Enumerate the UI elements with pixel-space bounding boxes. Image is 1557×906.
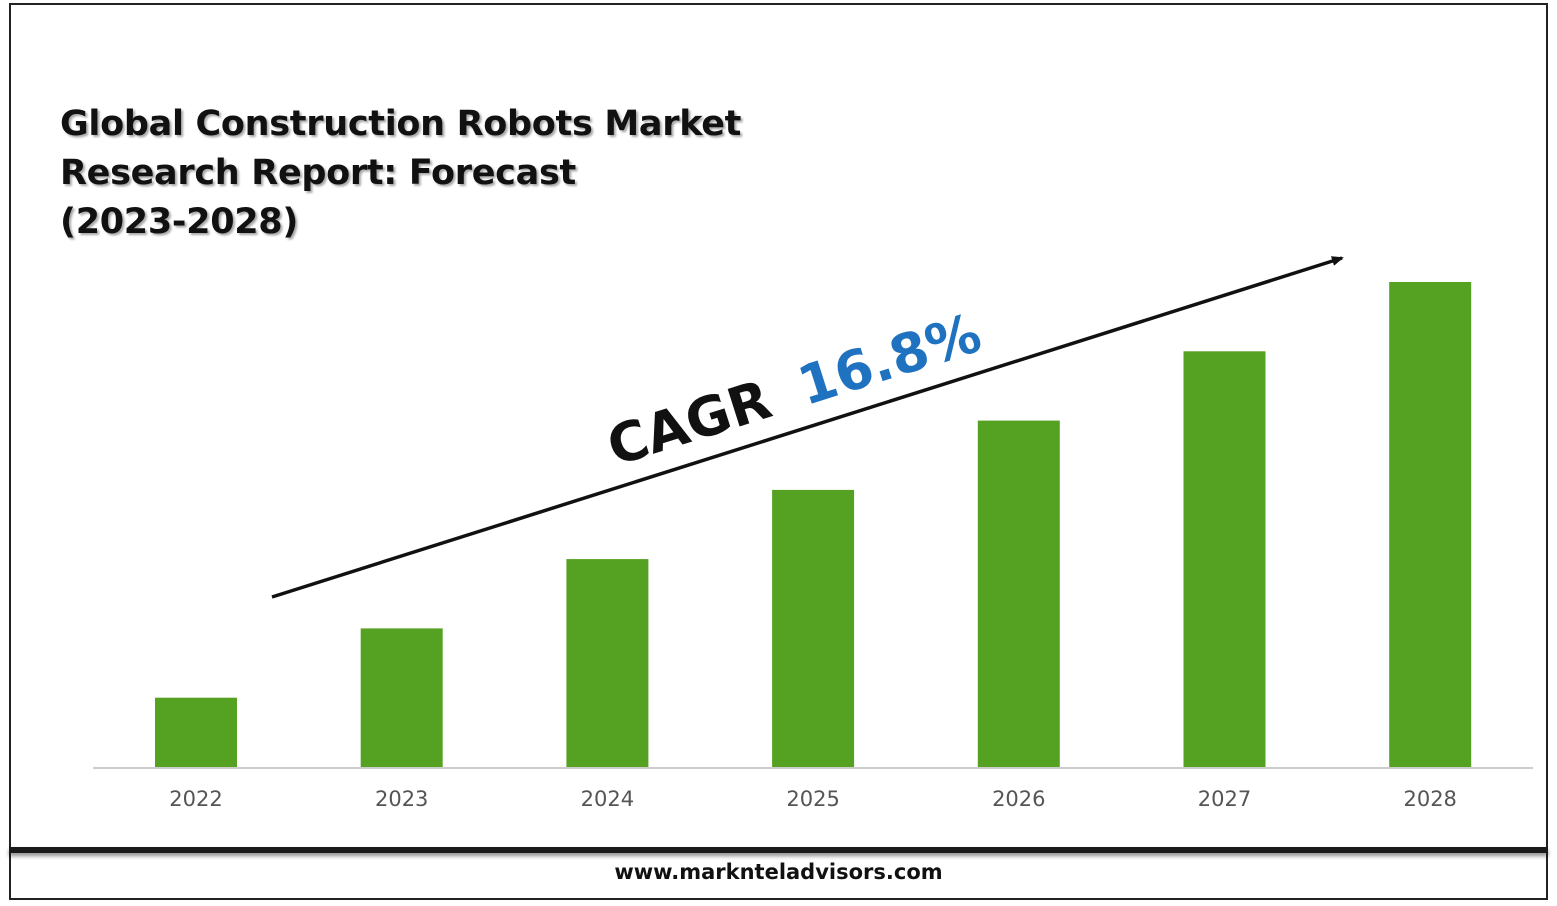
- bar-2027: [1183, 351, 1266, 767]
- bar-2026: [977, 420, 1060, 767]
- bar-2028: [1389, 282, 1472, 767]
- chart-title: Global Construction Robots Market Resear…: [60, 104, 742, 242]
- bar-2024: [566, 559, 649, 767]
- bars-group: [155, 282, 1472, 767]
- x-tick-label-2023: 2023: [375, 787, 428, 811]
- footer-divider: [9, 847, 1548, 853]
- bar-2023: [360, 628, 443, 767]
- cagr-label: CAGR: [600, 368, 779, 479]
- x-tick-labels: 2022 2023 2024 2025 2026 2027 2028: [169, 787, 1457, 811]
- cagr-trend-arrow: [271, 256, 1344, 599]
- x-tick-label-2024: 2024: [581, 787, 634, 811]
- x-tick-label-2027: 2027: [1198, 787, 1251, 811]
- footer-url: www.markntel​advisors.com: [614, 860, 943, 884]
- x-tick-label-2022: 2022: [169, 787, 222, 811]
- x-tick-label-2028: 2028: [1403, 787, 1456, 811]
- x-tick-label-2026: 2026: [992, 787, 1045, 811]
- bar-2025: [772, 489, 855, 767]
- bar-2022: [155, 697, 237, 767]
- x-tick-label-2025: 2025: [786, 787, 839, 811]
